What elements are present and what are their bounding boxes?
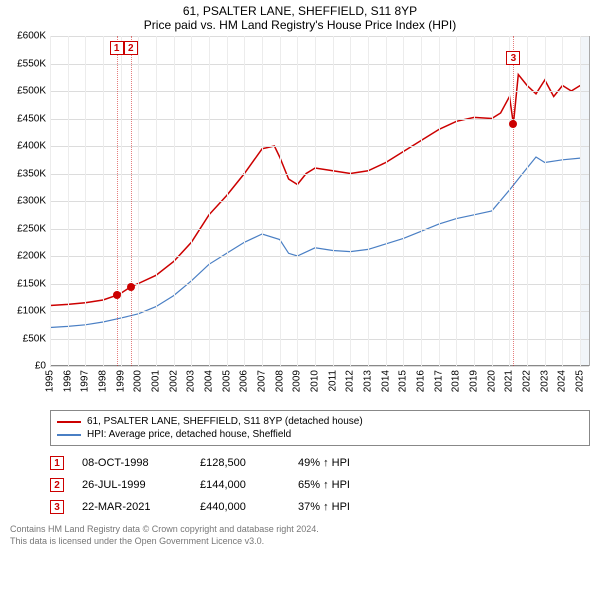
legend-swatch — [57, 434, 81, 436]
event-price: £128,500 — [200, 457, 280, 469]
event-row: 3 22-MAR-2021 £440,000 37% ↑ HPI — [50, 496, 590, 518]
footer-line: This data is licensed under the Open Gov… — [10, 536, 590, 548]
event-date: 22-MAR-2021 — [82, 501, 182, 513]
legend-row: HPI: Average price, detached house, Shef… — [57, 428, 583, 441]
footer-line: Contains HM Land Registry data © Crown c… — [10, 524, 590, 536]
event-date: 08-OCT-1998 — [82, 457, 182, 469]
event-row: 2 26-JUL-1999 £144,000 65% ↑ HPI — [50, 474, 590, 496]
event-price: £144,000 — [200, 479, 280, 491]
event-price: £440,000 — [200, 501, 280, 513]
title-address: 61, PSALTER LANE, SHEFFIELD, S11 8YP — [0, 4, 600, 18]
footer: Contains HM Land Registry data © Crown c… — [10, 524, 590, 547]
title-subtitle: Price paid vs. HM Land Registry's House … — [0, 18, 600, 32]
event-row: 1 08-OCT-1998 £128,500 49% ↑ HPI — [50, 452, 590, 474]
legend-label: 61, PSALTER LANE, SHEFFIELD, S11 8YP (de… — [87, 416, 363, 427]
event-marker: 2 — [50, 478, 64, 492]
legend: 61, PSALTER LANE, SHEFFIELD, S11 8YP (de… — [50, 410, 590, 446]
legend-label: HPI: Average price, detached house, Shef… — [87, 429, 291, 440]
x-axis: 1995199619971998199920002001200220032004… — [50, 366, 590, 406]
legend-row: 61, PSALTER LANE, SHEFFIELD, S11 8YP (de… — [57, 415, 583, 428]
event-marker: 3 — [50, 500, 64, 514]
event-diff: 37% ↑ HPI — [298, 501, 350, 513]
events-table: 1 08-OCT-1998 £128,500 49% ↑ HPI 2 26-JU… — [50, 452, 590, 518]
price-chart: £0£50K£100K£150K£200K£250K£300K£350K£400… — [50, 36, 590, 366]
event-diff: 49% ↑ HPI — [298, 457, 350, 469]
title-block: 61, PSALTER LANE, SHEFFIELD, S11 8YP Pri… — [0, 0, 600, 34]
legend-swatch — [57, 421, 81, 423]
event-marker: 1 — [50, 456, 64, 470]
event-date: 26-JUL-1999 — [82, 479, 182, 491]
event-diff: 65% ↑ HPI — [298, 479, 350, 491]
